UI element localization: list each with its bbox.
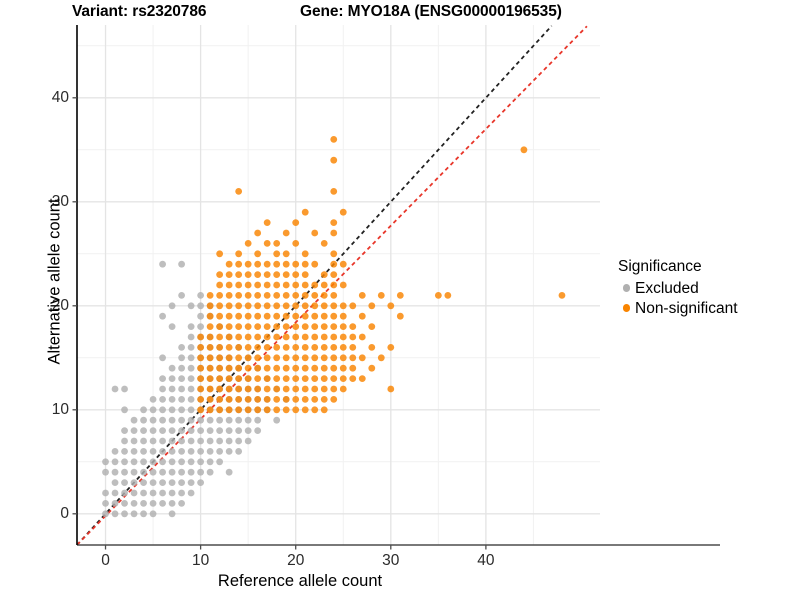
x-tick-label: 20 — [287, 552, 305, 569]
legend: Significance Excluded Non-significant — [618, 258, 738, 318]
legend-label-nonsignificant: Non-significant — [635, 299, 738, 317]
axis-lines — [76, 25, 720, 546]
major-gridlines — [77, 25, 600, 545]
legend-item-nonsignificant[interactable]: Non-significant — [618, 298, 738, 318]
x-axis-title: Reference allele count — [217, 572, 383, 590]
variant-title: Variant: rs2320786 — [72, 3, 207, 20]
legend-title: Significance — [618, 258, 702, 275]
y-tick-label: 30 — [51, 192, 69, 210]
scatter-points-nonsignificant — [197, 136, 566, 414]
tick-marks — [72, 97, 487, 550]
legend-dot-nonsignificant-icon — [622, 304, 631, 312]
legend-key-nonsignificant — [618, 304, 635, 312]
x-tick-label: 40 — [477, 552, 495, 569]
legend-label-excluded: Excluded — [635, 279, 699, 297]
y-tick-label: 20 — [51, 296, 69, 314]
y-tick-label: 0 — [60, 504, 69, 522]
gene-title: Gene: MYO18A (ENSG00000196535) — [300, 3, 562, 20]
legend-item-excluded[interactable]: Excluded — [618, 278, 738, 298]
y-tick-label: 40 — [51, 88, 69, 106]
x-tick-label: 0 — [101, 552, 110, 569]
x-tick-label: 10 — [191, 552, 210, 569]
panel-background — [77, 25, 600, 545]
legend-dot-excluded-icon — [622, 284, 631, 292]
y-axis-title: Alternative allele count — [45, 198, 64, 365]
x-tick-label: 30 — [382, 552, 400, 569]
y-tick-label: 10 — [51, 400, 69, 418]
legend-key-excluded — [618, 284, 635, 292]
